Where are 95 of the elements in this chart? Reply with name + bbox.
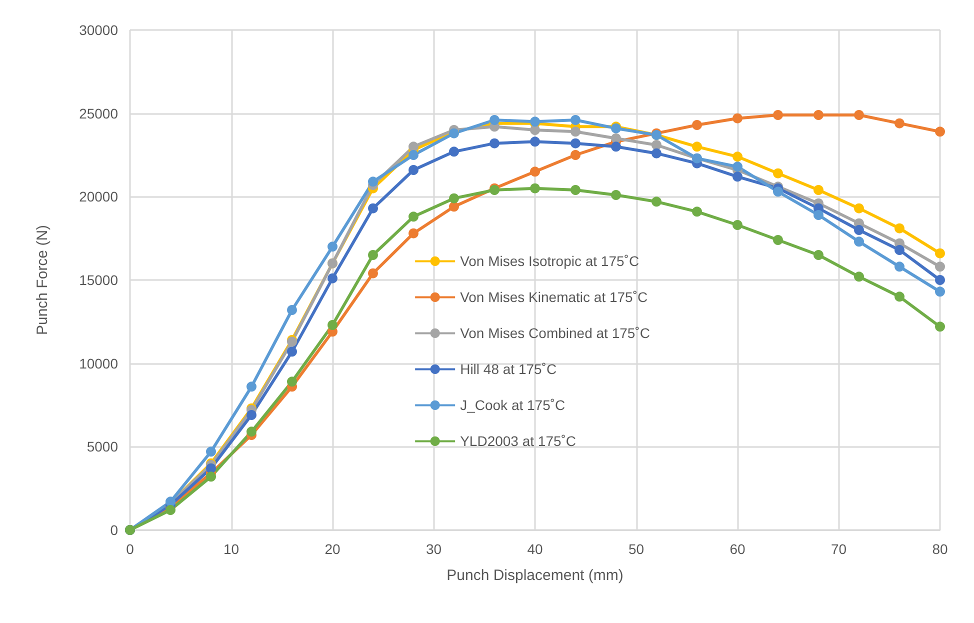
legend-label: J_Cook at 175˚C [460,397,566,414]
point [854,272,864,282]
point [570,126,580,137]
legend-label: YLD2003 at 175˚C [460,433,576,450]
point [854,236,864,247]
point [206,463,216,474]
point [570,138,580,148]
point [894,245,904,255]
point [449,193,459,204]
point [530,125,540,135]
point [449,202,459,212]
point [368,176,378,187]
legend-label: Hill 48 at 175˚C [460,361,557,378]
x-tick-label: 10 [223,541,240,557]
point [773,110,783,120]
point [692,142,702,152]
point [692,120,702,130]
point [490,138,500,148]
point [894,262,904,272]
point [732,162,742,172]
point [570,150,580,160]
point [246,382,256,392]
point [935,248,945,258]
x-axis-title: Punch Displacement (mm) [446,567,624,584]
x-tick-label: 30 [426,541,442,557]
point [814,110,824,120]
point [732,152,742,162]
point [854,225,864,235]
x-tick-label: 0 [126,541,134,557]
point [246,426,256,437]
point [935,322,945,332]
y-tick-label: 20000 [79,188,118,205]
point [611,133,621,144]
y-tick-label: 0 [110,522,118,538]
point [408,165,418,175]
point [692,206,702,217]
point [328,320,338,330]
point [611,142,621,152]
point [732,113,742,124]
point [773,235,783,245]
point [652,196,662,207]
point [935,286,945,297]
point [530,166,540,177]
y-tick-label: 30000 [79,22,118,38]
point [894,292,904,302]
point [814,250,824,260]
point [530,183,540,194]
y-tick-label: 10000 [79,355,118,372]
x-tick-label: 60 [730,541,746,557]
y-tick-label: 5000 [86,438,118,455]
point [287,305,297,315]
x-tick-label: 50 [628,541,644,557]
point [894,118,904,128]
point [935,275,945,285]
point [814,210,824,220]
point [732,220,742,230]
point [652,140,662,150]
legend-label: Von Mises Combined at 175˚C [460,325,650,342]
point [935,126,945,137]
point [530,136,540,147]
point [368,268,378,278]
y-axis-title: Punch Force (N) [34,224,51,336]
point [368,250,378,260]
point [328,273,338,284]
point [206,472,216,482]
point [773,186,783,197]
point [246,410,256,420]
point [935,262,945,272]
point [732,172,742,182]
y-tick-label: 25000 [79,105,118,122]
point [773,168,783,178]
point [854,110,864,120]
point [408,228,418,238]
legend-label: Von Mises Isotropic at 175˚C [460,253,640,270]
point [206,446,216,457]
point [368,203,378,214]
point [814,185,824,195]
point [570,115,580,125]
x-tick-label: 40 [527,541,543,557]
point [611,190,621,200]
point [449,146,459,157]
x-tick-label: 80 [932,541,948,557]
y-tick-label: 15000 [79,272,118,288]
point [570,185,580,195]
point [287,376,297,387]
point [894,223,904,234]
point [490,115,500,125]
point [328,242,338,252]
point [652,148,662,158]
x-tick-label: 70 [830,541,847,557]
x-tick-label: 20 [324,541,340,557]
legend-label: Von Mises Kinematic at 175˚C [460,289,648,306]
point [854,203,864,214]
point [408,212,418,222]
point [287,346,297,357]
